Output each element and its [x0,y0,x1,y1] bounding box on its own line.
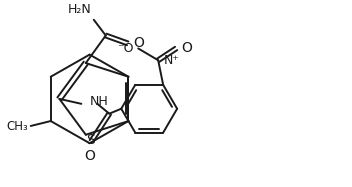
Text: S: S [86,133,95,147]
Text: NH: NH [89,95,108,108]
Text: O: O [181,42,192,56]
Text: H₂N: H₂N [68,3,92,16]
Text: O: O [84,149,95,163]
Text: CH₃: CH₃ [6,120,28,134]
Text: N⁺: N⁺ [164,54,180,67]
Text: O: O [134,36,145,50]
Text: ⁻O: ⁻O [117,42,133,55]
